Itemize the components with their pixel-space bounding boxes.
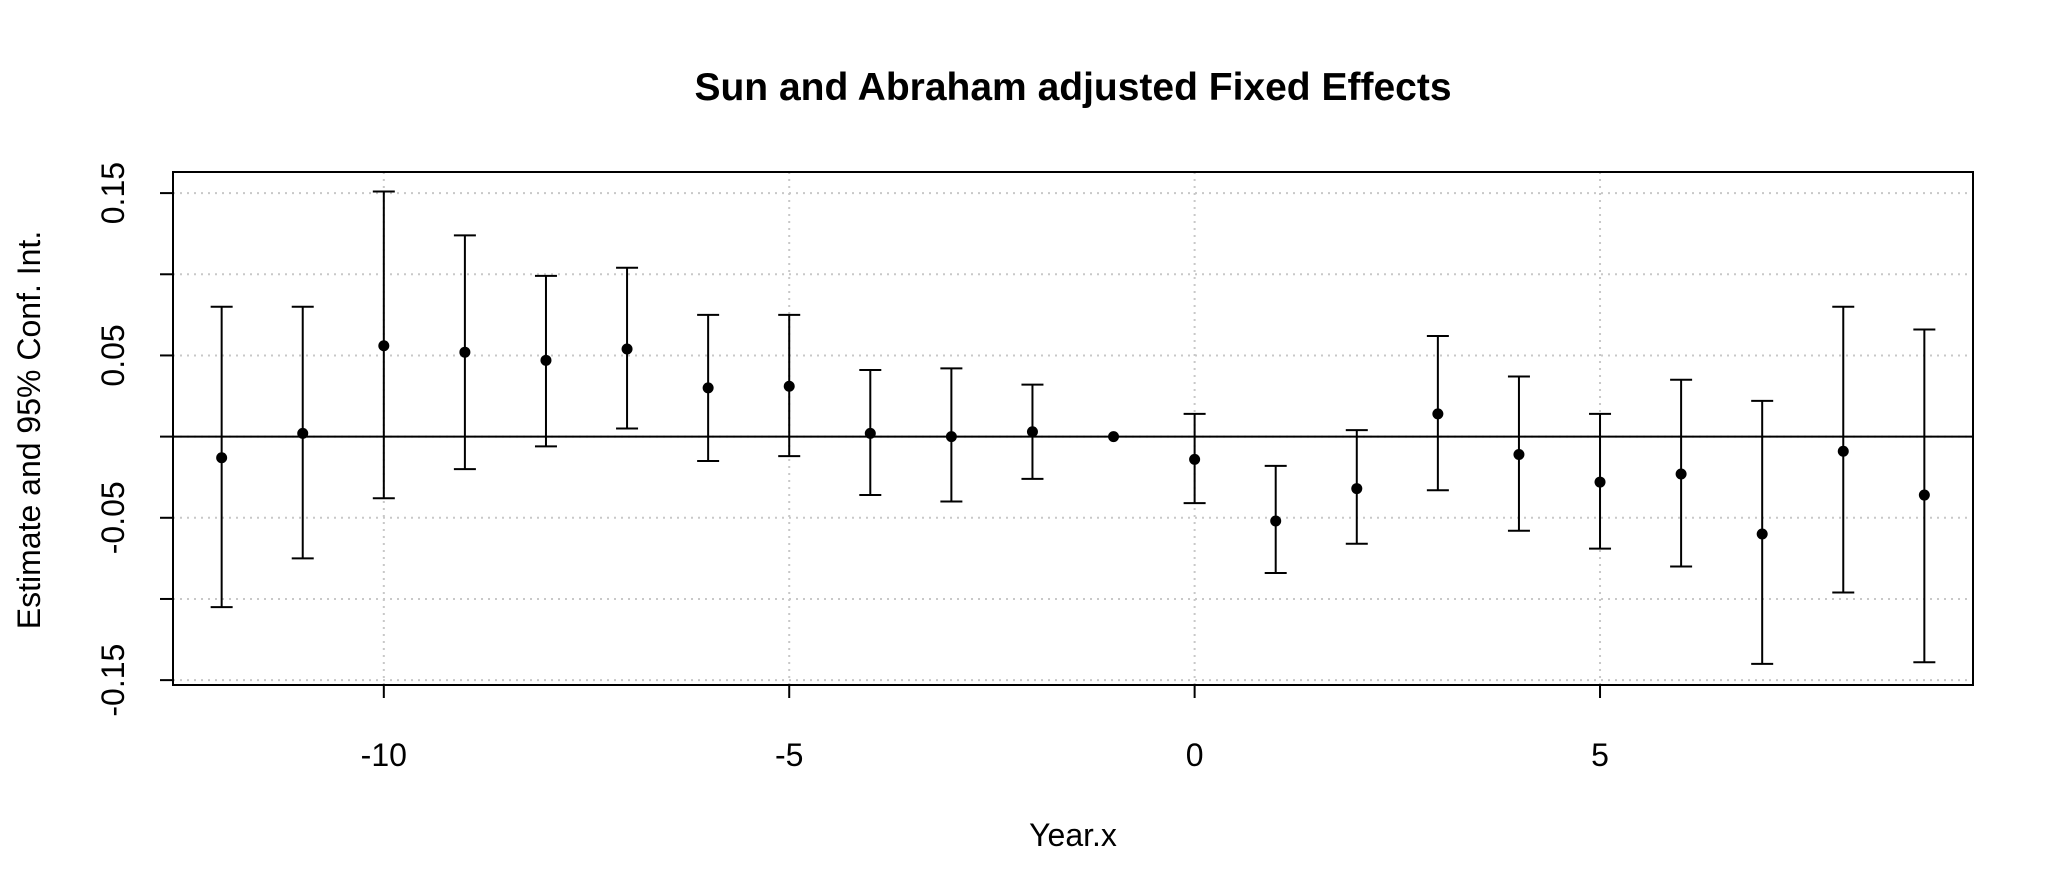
x-tick-label: -10 [361, 737, 407, 773]
error-bars [210, 190, 1936, 665]
y-tick-label: 0.15 [95, 162, 131, 224]
y-tick-label: 0.05 [95, 324, 131, 386]
data-point [1432, 408, 1444, 420]
data-point [945, 431, 957, 443]
x-tick-label: -5 [775, 737, 803, 773]
plot-frame [172, 171, 1974, 686]
data-point [297, 427, 309, 439]
y-tick-label: -0.15 [95, 644, 131, 717]
y-axis: -0.15 -0.05 0.05 0.15 [95, 162, 173, 717]
data-point [1270, 515, 1282, 527]
data-point [216, 452, 228, 464]
data-point [864, 427, 876, 439]
data-point [1108, 431, 1120, 443]
data-point [1351, 483, 1363, 495]
data-point [702, 382, 714, 394]
data-point [378, 340, 390, 352]
y-tick-label: -0.05 [95, 481, 131, 554]
data-point [1675, 468, 1687, 480]
data-point [1594, 476, 1606, 488]
x-axis: -10 -5 0 5 [361, 685, 1609, 773]
data-point [1756, 528, 1768, 540]
grid [173, 172, 1973, 685]
data-point [1189, 453, 1201, 465]
x-axis-label: Year.x [1029, 817, 1117, 853]
chart-title: Sun and Abraham adjusted Fixed Effects [694, 66, 1451, 109]
data-point [783, 380, 795, 392]
x-tick-label: 0 [1186, 737, 1204, 773]
data-point [1837, 445, 1849, 457]
data-point [1918, 489, 1930, 501]
data-point [621, 343, 633, 355]
data-point [459, 346, 471, 358]
data-point [1026, 426, 1038, 438]
y-axis-label: Estimate and 95% Conf. Int. [11, 231, 47, 629]
data-point [540, 354, 552, 366]
points [216, 340, 1930, 540]
data-point [1513, 448, 1525, 460]
x-tick-label: 5 [1591, 737, 1609, 773]
